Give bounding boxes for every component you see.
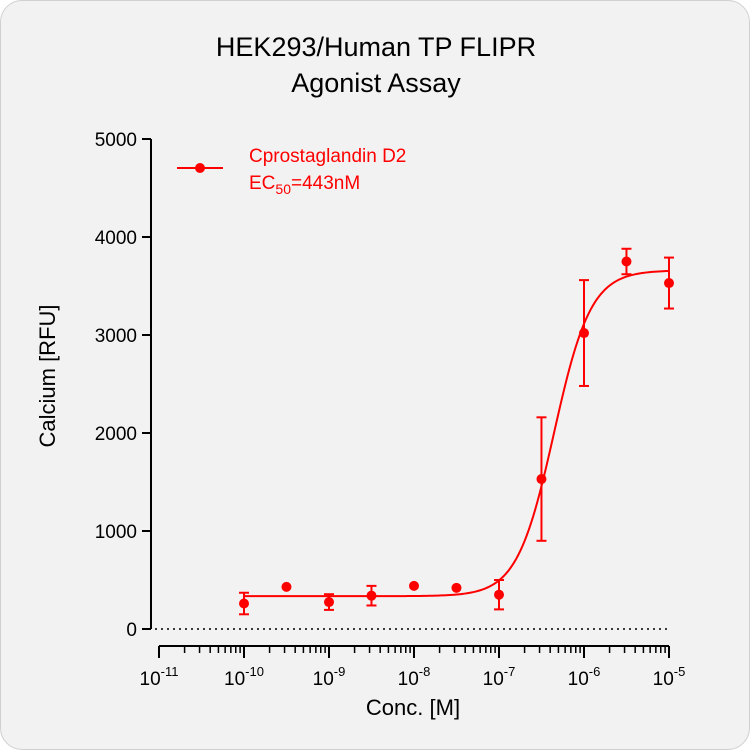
- y-tick-label: 5000: [95, 130, 137, 151]
- y-tick-label: 3000: [95, 326, 137, 347]
- data-point-10: [621, 256, 632, 267]
- x-tick-label: 10-5: [653, 664, 686, 690]
- fit-curve: [244, 269, 670, 598]
- x-tick-label: 10-7: [483, 664, 516, 690]
- data-point-5: [409, 580, 419, 591]
- data-point-7: [494, 589, 504, 600]
- legend-ec50: EC50=443nM: [249, 173, 360, 197]
- y-axis-label: Calcium [RFU]: [35, 304, 60, 447]
- data-point-4: [366, 590, 377, 601]
- data-point-6: [451, 582, 462, 593]
- chart-title-line-1: HEK293/Human TP FLIPR: [216, 32, 536, 62]
- x-tick-label: 10-8: [398, 664, 431, 690]
- x-tick-label: 10-11: [140, 664, 179, 690]
- x-axis-label: Conc. [M]: [366, 695, 460, 720]
- data-point-2: [281, 581, 292, 592]
- data-point-9: [579, 328, 589, 339]
- data-point-11: [664, 278, 674, 289]
- x-axis: 10-11 10-10 10-9 10-8 10-7 10-6 10-5: [140, 645, 686, 690]
- y-tick-label: 1000: [95, 522, 137, 543]
- y-axis: 0 1000 2000 3000 4000 5000: [95, 130, 152, 641]
- y-tick-label: 0: [126, 620, 137, 641]
- data-point-3: [324, 597, 334, 608]
- y-tick-label: 4000: [95, 228, 137, 249]
- chart-title-line-2: Agonist Assay: [291, 68, 461, 98]
- x-tick-label: 10-9: [313, 664, 346, 690]
- plot-area: [155, 247, 674, 630]
- data-point-1: [239, 598, 249, 609]
- x-tick-label: 10-6: [568, 664, 601, 690]
- legend: Cprostaglandin D2 EC50=443nM: [177, 146, 406, 197]
- x-tick-label: 10-10: [224, 664, 264, 690]
- legend-marker: [195, 163, 205, 173]
- data-point-8: [536, 474, 547, 485]
- y-tick-label: 2000: [95, 424, 137, 445]
- legend-series-name: Cprostaglandin D2: [249, 146, 406, 167]
